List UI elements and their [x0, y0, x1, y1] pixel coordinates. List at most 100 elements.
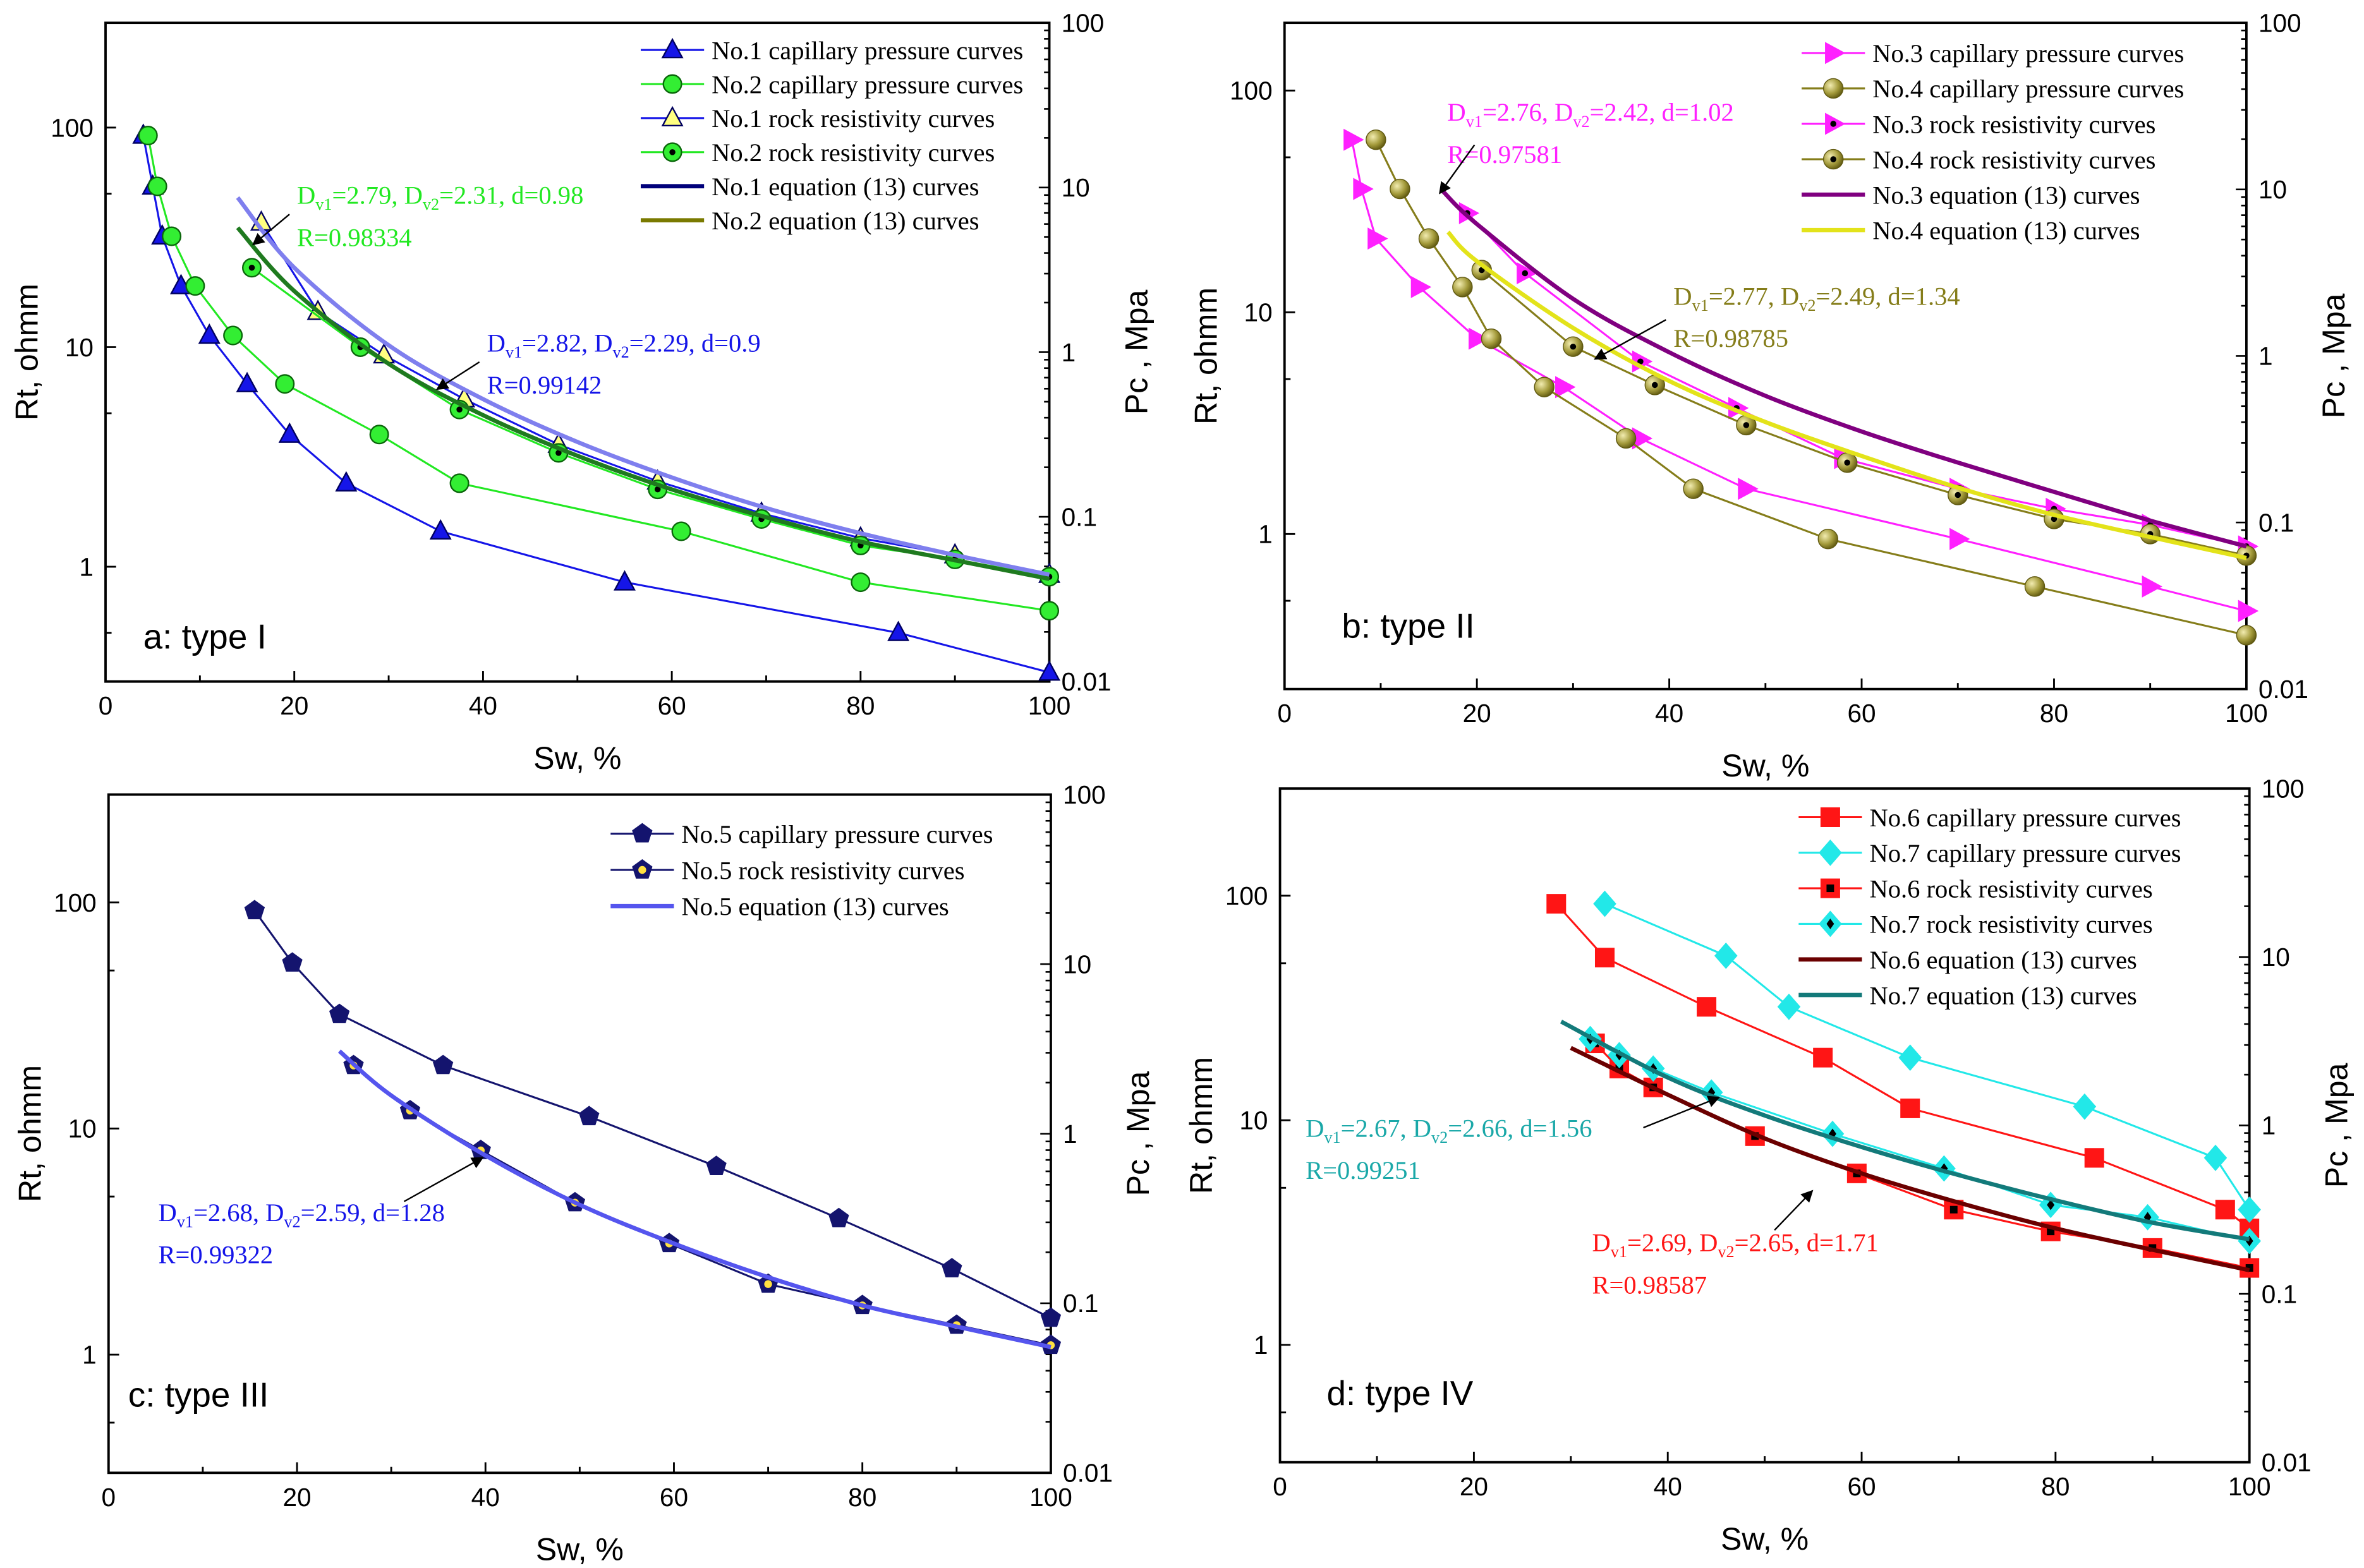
legend-marker-inner	[669, 115, 677, 122]
legend-label: No.3 capillary pressure curves	[1872, 39, 2184, 68]
fit-annotation: Dv1=2.82, Dv2=2.29, d=0.9 R=0.99142	[435, 329, 761, 399]
subscript: v2	[1431, 1128, 1448, 1147]
equation-curve	[1560, 1020, 2250, 1242]
series-no-7-capillary-pressure-curves: No.7 capillary pressure curves	[1593, 839, 2261, 1223]
data-point-inner	[654, 486, 661, 493]
data-point-inner	[1844, 459, 1850, 466]
data-point	[942, 1258, 962, 1277]
legend-marker-inner	[638, 865, 646, 874]
y2-tick-label: 1	[1063, 1119, 1077, 1149]
legend-marker-inner	[1826, 884, 1834, 893]
subscript: v1	[1466, 112, 1482, 131]
text-part: =2.69, D	[1627, 1229, 1718, 1257]
legend-marker	[1825, 42, 1846, 64]
panel-label: c: type III	[128, 1375, 269, 1414]
subscript: v1	[1692, 296, 1709, 315]
x-tick-label: 40	[469, 691, 497, 720]
data-point	[613, 570, 636, 591]
data-point	[1038, 660, 1061, 681]
y-tick-label: 100	[1225, 881, 1268, 910]
fit-r-value: R=0.99142	[487, 371, 602, 399]
data-point	[671, 521, 691, 541]
fit-parameters: Dv1=2.67, Dv2=2.66, d=1.56	[1306, 1114, 1592, 1147]
text-part: =2.76, D	[1482, 98, 1573, 126]
x-tick-label: 80	[848, 1483, 876, 1512]
legend-marker	[662, 74, 682, 94]
legend-marker	[661, 37, 684, 59]
data-point	[1481, 328, 1502, 349]
subscript: v2	[284, 1212, 300, 1231]
data-point	[244, 900, 265, 920]
equation-curve	[1446, 231, 2247, 560]
arrow-icon	[1439, 144, 1476, 195]
text-part: D	[1673, 282, 1692, 310]
legend-label: No.5 capillary pressure curves	[681, 820, 993, 848]
y2-tick-label: 0.1	[2258, 508, 2294, 537]
series-line	[1374, 139, 2247, 636]
y2-tick-label: 100	[2262, 774, 2305, 803]
y2-tick-label: 0.1	[1062, 502, 1097, 531]
data-point	[1418, 228, 1440, 249]
text-part: =2.82, D	[522, 329, 612, 357]
y2-tick-label: 0.1	[1063, 1289, 1098, 1318]
text-part: =2.49, d=1.34	[1815, 282, 1960, 310]
x-tick-label: 20	[280, 691, 308, 720]
legend-marker-inner	[1826, 919, 1834, 929]
legend-label: No.1 rock resistivity curves	[712, 104, 995, 133]
y-tick-label: 10	[65, 333, 94, 362]
fit-r-value: R=0.97581	[1447, 140, 1562, 169]
arrow-icon	[403, 1157, 484, 1202]
y2-tick-label: 100	[2258, 8, 2301, 37]
equation-curve	[236, 196, 1050, 577]
y2-axis-title: Pc , Mpa	[2319, 1063, 2355, 1188]
fit-parameters: Dv1=2.68, Dv2=2.59, d=1.28	[159, 1198, 445, 1231]
data-point	[162, 226, 182, 246]
series-no-1-equation-13-curves: No.1 equation (13) curves	[236, 172, 1050, 577]
subscript: v1	[315, 195, 332, 214]
y2-tick-label: 10	[1063, 950, 1091, 979]
arrow-icon	[1774, 1190, 1814, 1231]
legend-label: No.1 equation (13) curves	[712, 172, 979, 201]
data-point-inner	[1637, 358, 1644, 365]
y-tick-label: 10	[1244, 298, 1273, 327]
legend-label: No.4 equation (13) curves	[1872, 217, 2140, 245]
data-point	[1714, 943, 1738, 969]
y2-tick-label: 0.01	[1062, 667, 1112, 696]
panel-label: d: type IV	[1327, 1373, 1474, 1413]
subscript: v1	[506, 343, 522, 361]
subscript: v1	[1611, 1243, 1627, 1261]
y-tick-label: 1	[1258, 520, 1273, 549]
subscript: v2	[1573, 112, 1589, 131]
y2-tick-label: 0.01	[1063, 1459, 1113, 1488]
subscript: v2	[1799, 296, 1815, 315]
y2-tick-label: 10	[1062, 173, 1090, 202]
series-no-5-rock-resistivity-curves: No.5 rock resistivity curves	[343, 856, 1062, 1354]
data-point	[1813, 1047, 1833, 1068]
data-point	[236, 371, 258, 392]
y2-tick-label: 100	[1063, 780, 1106, 809]
y2-tick-label: 10	[2258, 175, 2287, 204]
series-line	[1350, 139, 2247, 612]
legend-label: No.6 rock resistivity curves	[1869, 874, 2152, 903]
y2-tick-label: 0.1	[2262, 1279, 2297, 1308]
data-point	[2236, 625, 2257, 646]
data-point-inner	[456, 406, 463, 413]
y2-axis-title: Pc , Mpa	[2316, 293, 2351, 418]
equation-curve	[1570, 1046, 2250, 1272]
legend-marker	[1819, 839, 1842, 866]
text-part: =2.29, d=0.9	[629, 329, 761, 357]
arrow-icon	[1594, 319, 1666, 360]
panel-label: b: type II	[1342, 606, 1474, 646]
data-point	[369, 425, 389, 445]
data-point	[1593, 890, 1616, 917]
data-point	[1343, 128, 1364, 151]
data-point	[2084, 1148, 2104, 1168]
series-no-6-equation-13-curves: No.6 equation (13) curves	[1570, 946, 2250, 1272]
fit-parameters: Dv1=2.77, Dv2=2.49, d=1.34	[1673, 282, 1960, 315]
data-point	[1534, 377, 1555, 397]
data-point-inner	[1522, 270, 1529, 277]
y-axis-title: Rt, ohmm	[1184, 1057, 1219, 1194]
data-point	[1367, 227, 1388, 250]
data-point	[429, 519, 452, 540]
